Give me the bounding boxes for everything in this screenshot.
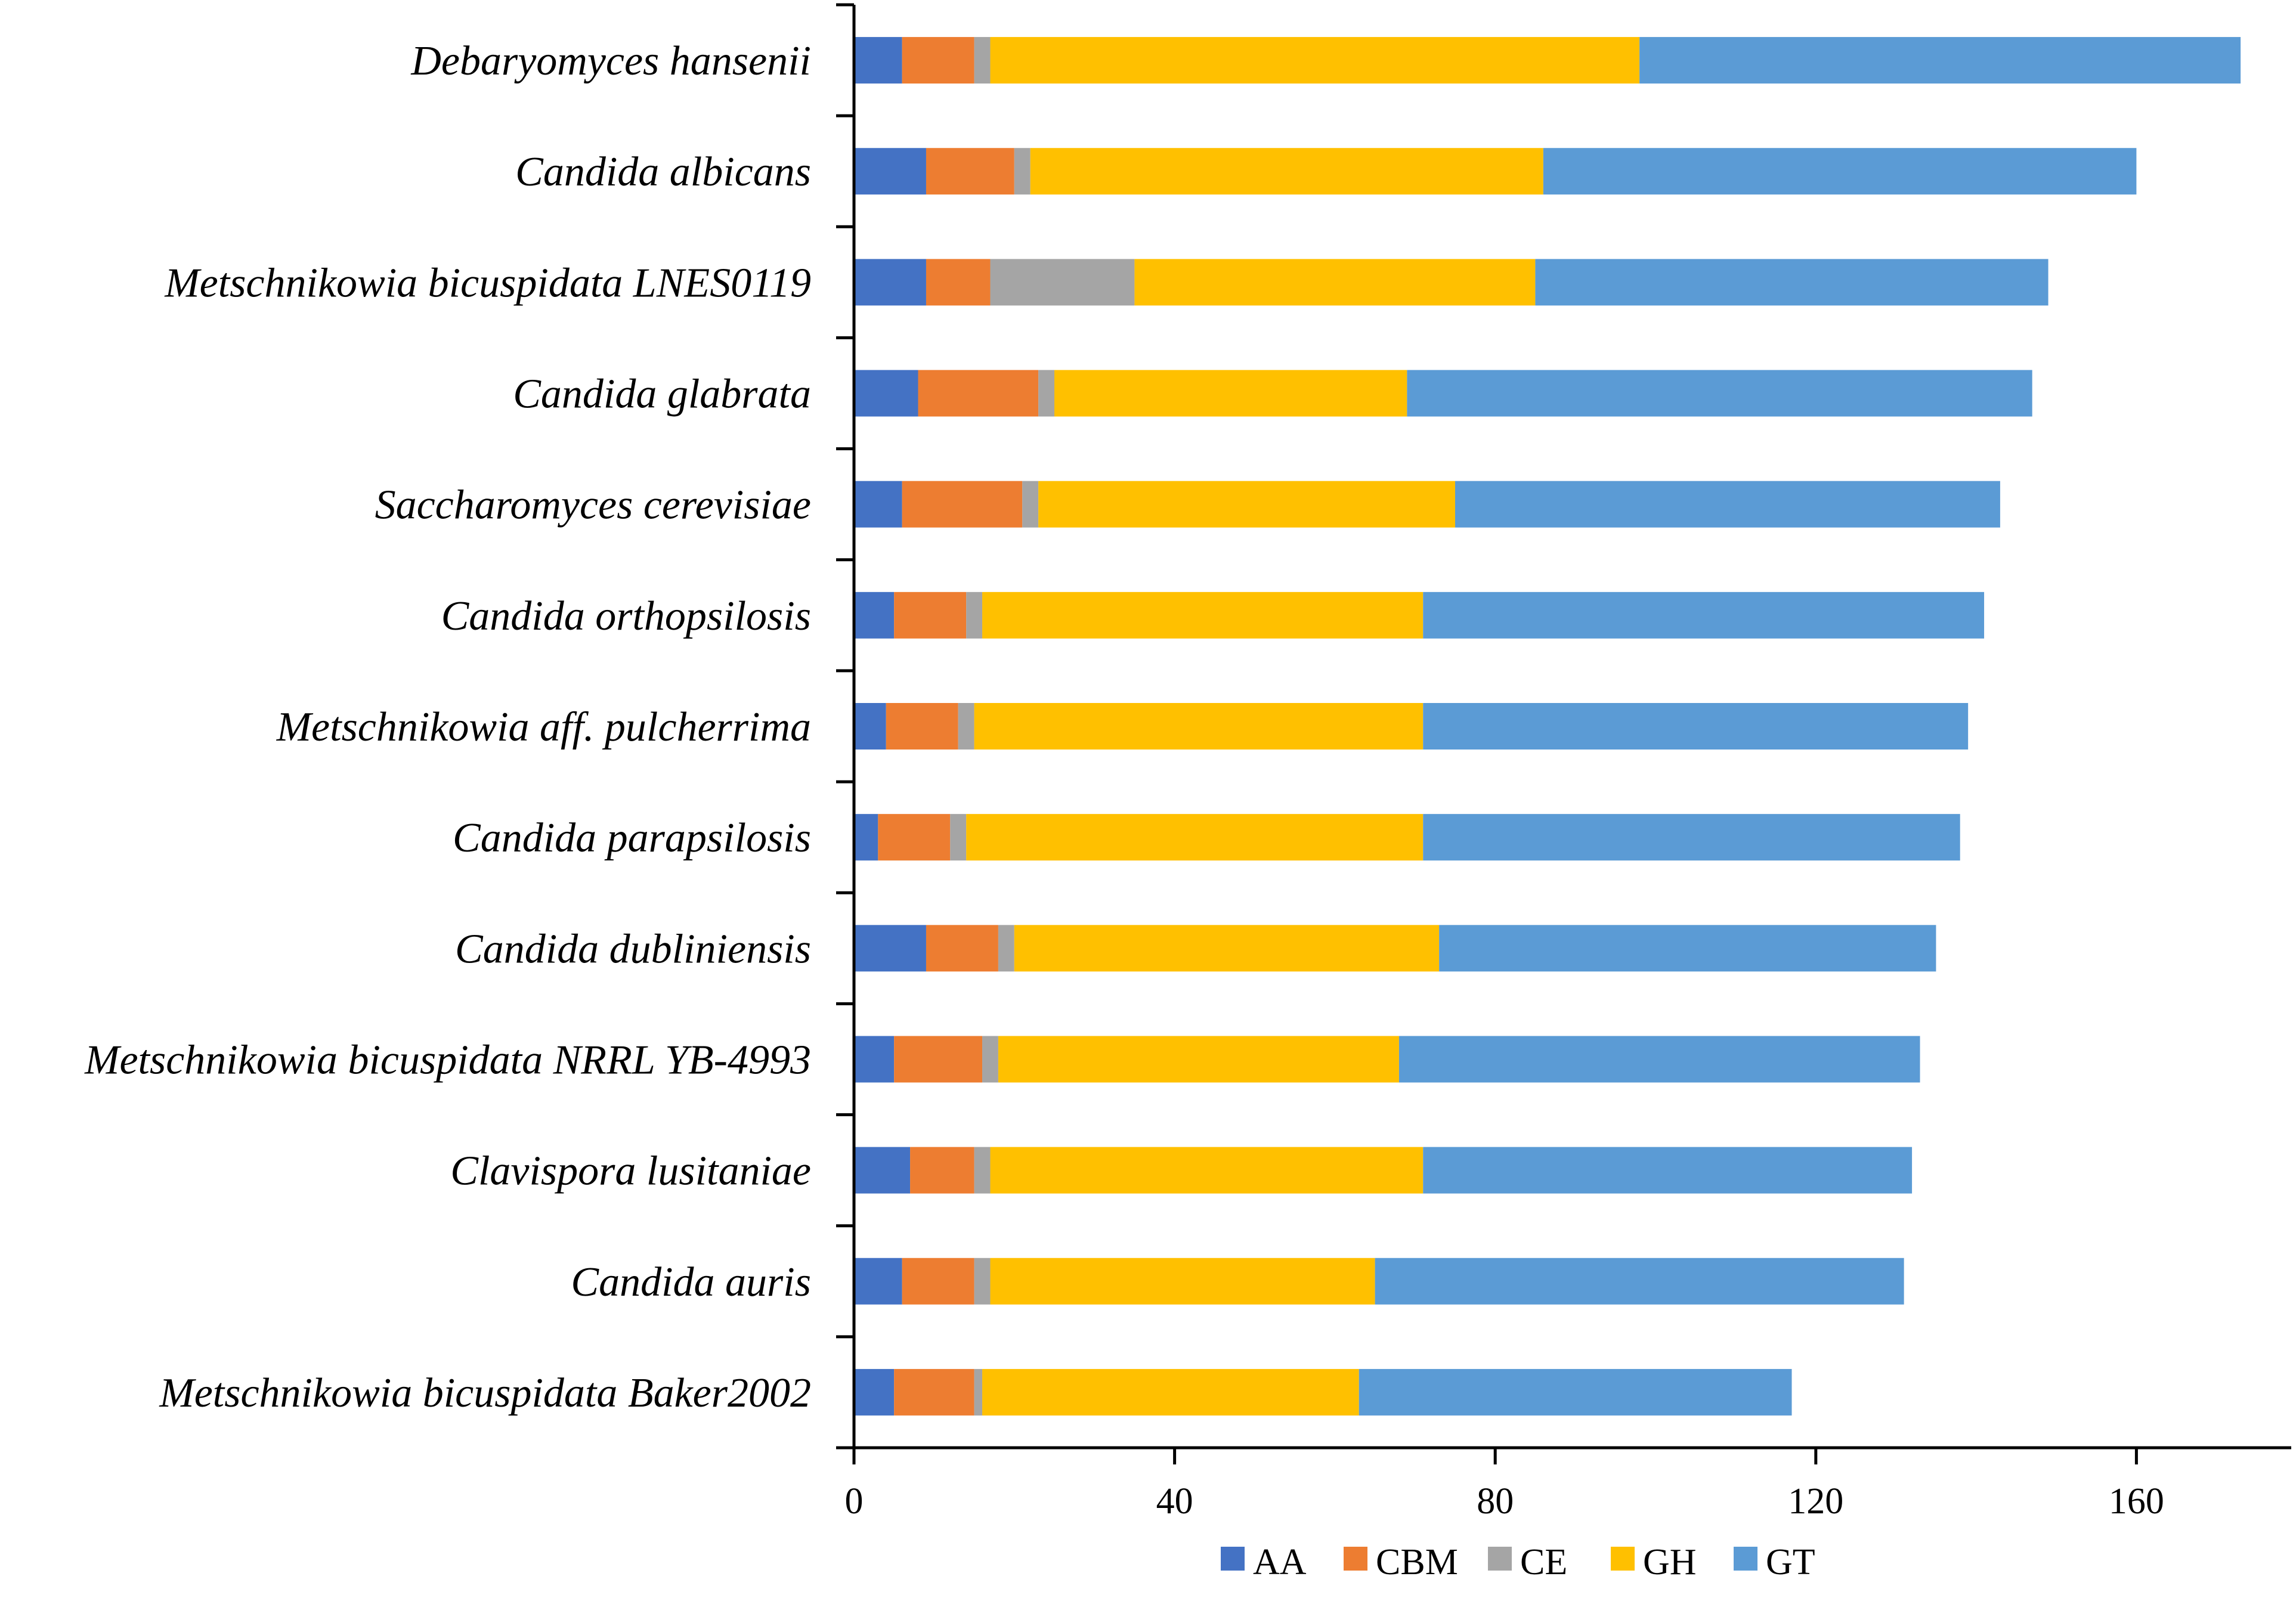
category-label: Debaryomyces hansenii — [410, 38, 811, 84]
category-label: Metschnikowia bicuspidata NRRL YB-4993 — [84, 1037, 811, 1083]
bar-debaryomyces-hansenii-aa — [854, 37, 902, 84]
legend-label-gt: GT — [1766, 1542, 1815, 1582]
bar-candida-parapsilosis-gh — [966, 814, 1424, 861]
x-tick-label: 80 — [1477, 1481, 1514, 1522]
bar-candida-orthopsilosis-gh — [982, 591, 1424, 639]
legend-swatch-ce — [1488, 1547, 1512, 1571]
category-label: Candida albicans — [515, 149, 811, 195]
bar-candida-orthopsilosis-gt — [1423, 591, 1985, 639]
bar-candida-dubliniensis-gt — [1439, 925, 1936, 972]
bar-candida-orthopsilosis-ce — [966, 591, 983, 639]
bar-saccharomyces-cerevisiae-gt — [1455, 481, 2000, 528]
bar-metschnikowia-aff-pulcherrima-ce — [958, 703, 974, 750]
bar-metschnikowia-bicuspidata-baker2002-ce — [974, 1368, 983, 1416]
bar-candida-auris-cbm — [902, 1258, 974, 1305]
category-labels-layer: Debaryomyces hansenii Candida albicans Met… — [84, 38, 811, 1416]
bar-clavispora-lusitaniae-aa — [854, 1147, 911, 1194]
bar-candida-parapsilosis-ce — [950, 814, 967, 861]
bar-debaryomyces-hansenii-gh — [990, 37, 1640, 84]
bar-candida-parapsilosis-cbm — [878, 814, 951, 861]
bar-metschnikowia-bicuspidata-baker2002-gt — [1359, 1368, 1792, 1416]
bar-candida-albicans-aa — [854, 148, 926, 195]
legend-label-ce: CE — [1520, 1542, 1567, 1582]
bar-candida-parapsilosis-aa — [854, 814, 878, 861]
x-tick-label: 120 — [1788, 1481, 1843, 1522]
bar-metschnikowia-bicuspidata-lnes0119-gh — [1134, 259, 1536, 306]
category-label: Candida parapsilosis — [453, 815, 811, 861]
legend-swatch-gh — [1611, 1547, 1635, 1571]
bar-clavispora-lusitaniae-gh — [990, 1147, 1424, 1194]
bar-metschnikowia-bicuspidata-baker2002-cbm — [894, 1368, 974, 1416]
bar-metschnikowia-bicuspidata-nrrl-yb-4993-gt — [1398, 1036, 1920, 1083]
bar-saccharomyces-cerevisiae-ce — [1022, 481, 1039, 528]
bar-candida-glabrata-ce — [1038, 370, 1054, 417]
bar-metschnikowia-bicuspidata-baker2002-gh — [982, 1368, 1359, 1416]
bar-candida-parapsilosis-gt — [1423, 814, 1960, 861]
bar-metschnikowia-bicuspidata-baker2002-aa — [854, 1368, 895, 1416]
bar-metschnikowia-bicuspidata-nrrl-yb-4993-aa — [854, 1036, 895, 1083]
legend-label-cbm: CBM — [1376, 1542, 1458, 1582]
x-tick-label: 40 — [1156, 1481, 1193, 1522]
bar-metschnikowia-bicuspidata-lnes0119-gt — [1535, 259, 2049, 306]
category-label: Saccharomyces cerevisiae — [375, 482, 811, 528]
bar-candida-dubliniensis-ce — [998, 925, 1014, 972]
category-label: Candida auris — [571, 1259, 811, 1305]
bar-debaryomyces-hansenii-cbm — [902, 37, 974, 84]
x-tick-label: 0 — [845, 1481, 864, 1522]
bar-metschnikowia-bicuspidata-lnes0119-aa — [854, 259, 926, 306]
bar-clavispora-lusitaniae-cbm — [910, 1147, 974, 1194]
bar-metschnikowia-aff-pulcherrima-aa — [854, 703, 886, 750]
bar-metschnikowia-bicuspidata-nrrl-yb-4993-gh — [998, 1036, 1399, 1083]
category-label: Metschnikowia aff. pulcherrima — [276, 704, 811, 750]
category-label: Clavispora lusitaniae — [450, 1148, 811, 1194]
bar-debaryomyces-hansenii-ce — [974, 37, 991, 84]
bar-clavispora-lusitaniae-ce — [974, 1147, 991, 1194]
bar-candida-albicans-gh — [1030, 148, 1543, 195]
bar-metschnikowia-bicuspidata-nrrl-yb-4993-cbm — [894, 1036, 983, 1083]
category-label: Candida glabrata — [513, 371, 811, 417]
bar-candida-glabrata-aa — [854, 370, 918, 417]
bar-candida-glabrata-cbm — [918, 370, 1039, 417]
bar-candida-glabrata-gh — [1054, 370, 1407, 417]
legend-swatch-gt — [1734, 1547, 1757, 1571]
bar-metschnikowia-aff-pulcherrima-gh — [974, 703, 1424, 750]
bar-saccharomyces-cerevisiae-cbm — [902, 481, 1023, 528]
bar-metschnikowia-bicuspidata-lnes0119-cbm — [926, 259, 991, 306]
bar-metschnikowia-aff-pulcherrima-gt — [1423, 703, 1969, 750]
legend-swatch-aa — [1221, 1547, 1245, 1571]
bar-metschnikowia-aff-pulcherrima-cbm — [886, 703, 958, 750]
bar-metschnikowia-bicuspidata-lnes0119-ce — [990, 259, 1135, 306]
legend-swatch-cbm — [1344, 1547, 1367, 1571]
legend-label-gh: GH — [1643, 1542, 1697, 1582]
axes-layer: 0 40 80 120 160 — [836, 3, 2291, 1522]
bar-candida-auris-ce — [974, 1258, 991, 1305]
bar-candida-auris-gt — [1375, 1258, 1904, 1305]
bar-saccharomyces-cerevisiae-gh — [1038, 481, 1455, 528]
category-label: Candida dubliniensis — [455, 926, 811, 972]
bar-candida-dubliniensis-gh — [1014, 925, 1440, 972]
bar-candida-albicans-ce — [1014, 148, 1031, 195]
bar-debaryomyces-hansenii-gt — [1639, 37, 2241, 84]
legend: AA CBM CE GH GT — [1221, 1542, 1815, 1582]
bar-candida-orthopsilosis-cbm — [894, 591, 967, 639]
category-label: Candida orthopsilosis — [441, 593, 811, 639]
bar-saccharomyces-cerevisiae-aa — [854, 481, 902, 528]
legend-label-aa: AA — [1253, 1542, 1307, 1582]
bar-candida-orthopsilosis-aa — [854, 591, 895, 639]
bars-layer — [854, 37, 2241, 1416]
bar-candida-dubliniensis-aa — [854, 925, 926, 972]
bar-metschnikowia-bicuspidata-nrrl-yb-4993-ce — [982, 1036, 998, 1083]
bar-candida-albicans-gt — [1543, 148, 2137, 195]
bar-candida-glabrata-gt — [1407, 370, 2032, 417]
bar-candida-dubliniensis-cbm — [926, 925, 998, 972]
category-label: Metschnikowia bicuspidata Baker2002 — [159, 1370, 811, 1416]
category-label: Metschnikowia bicuspidata LNES0119 — [164, 260, 811, 306]
bar-candida-auris-aa — [854, 1258, 902, 1305]
bar-candida-albicans-cbm — [926, 148, 1014, 195]
bar-candida-auris-gh — [990, 1258, 1375, 1305]
x-tick-label: 160 — [2109, 1481, 2164, 1522]
bar-clavispora-lusitaniae-gt — [1423, 1147, 1913, 1194]
